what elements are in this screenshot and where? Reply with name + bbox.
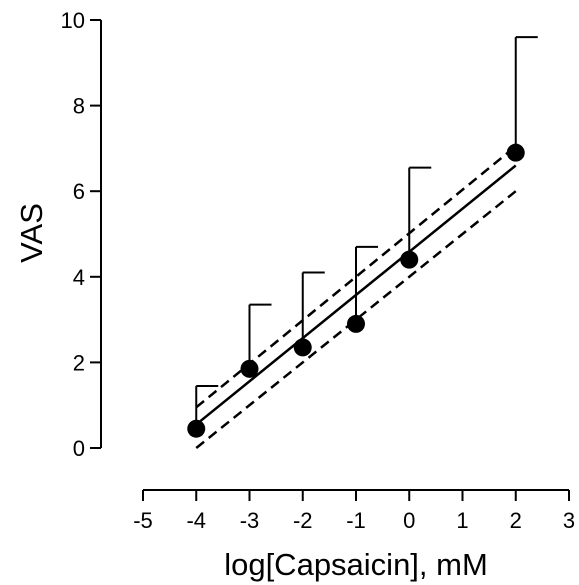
data-point	[400, 250, 419, 269]
y-axis-label: VAS	[14, 203, 49, 263]
y-tick-label: 0	[73, 436, 85, 461]
data-points	[187, 143, 525, 438]
x-tick-label: -1	[346, 508, 366, 533]
x-axis-label: log[Capsaicin], mM	[224, 547, 488, 582]
y-tick-label: 6	[73, 179, 85, 204]
data-point	[293, 338, 312, 357]
x-axis: -5 -4 -3 -2 -1 0 1 2 3	[133, 489, 575, 533]
x-tick-label: -2	[293, 508, 313, 533]
x-tick-label: 0	[403, 508, 415, 533]
x-tick-label: -4	[186, 508, 206, 533]
x-tick-label: -3	[240, 508, 260, 533]
confidence-band-lower	[195, 190, 517, 449]
data-point	[506, 143, 525, 162]
y-tick-label: 8	[73, 94, 85, 119]
x-tick-label: 1	[456, 508, 468, 533]
y-tick-label: 4	[73, 265, 85, 290]
error-bars	[195, 36, 538, 429]
data-point	[187, 419, 206, 438]
x-tick-label: 3	[563, 508, 575, 533]
y-tick-label: 2	[73, 350, 85, 375]
y-tick-label: 10	[61, 8, 85, 33]
data-point	[240, 359, 259, 378]
x-tick-label: 2	[510, 508, 522, 533]
y-axis: 0 2 4 6 8 10	[61, 8, 102, 461]
data-point	[347, 314, 365, 333]
x-tick-label: -5	[133, 508, 153, 533]
